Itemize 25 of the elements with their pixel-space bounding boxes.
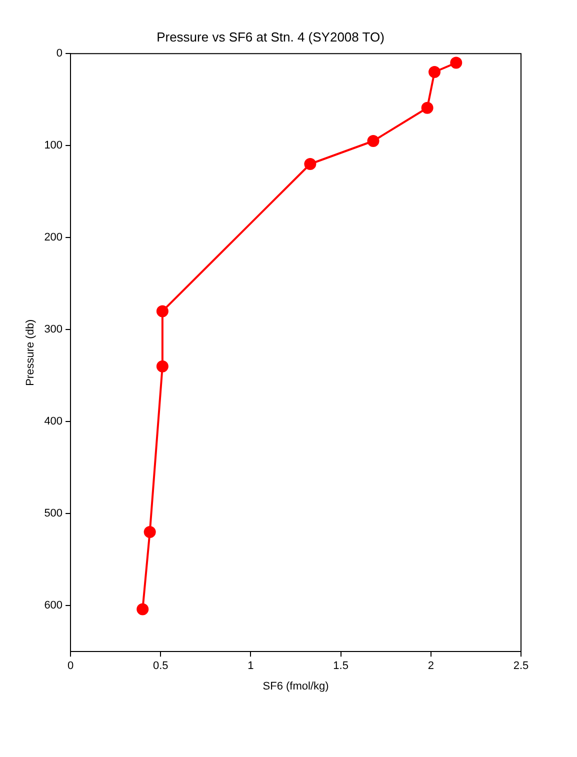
point	[136, 603, 149, 616]
y-tick-label: 0	[56, 48, 63, 60]
point	[156, 305, 168, 318]
y-tick-label: 200	[44, 232, 63, 244]
point	[428, 66, 441, 78]
chart-title: Pressure vs SF6 at Stn. 4 (SY2008 TO)	[156, 29, 384, 44]
x-tick-label: 1.5	[333, 660, 348, 672]
y-axis-title: Pressure (db)	[24, 319, 37, 386]
point	[450, 56, 462, 69]
point	[367, 135, 380, 147]
x-tick-label: 2.5	[513, 660, 529, 672]
point	[144, 526, 156, 538]
y-tick-label: 500	[44, 508, 63, 520]
point	[304, 158, 316, 170]
y-tick-label: 600	[44, 600, 63, 612]
point	[156, 360, 168, 372]
y-tick-label: 400	[44, 416, 63, 428]
x-tick-label: 0.5	[152, 660, 168, 672]
x-tick-label: 2	[428, 660, 434, 672]
x-tick-label: 1	[248, 660, 254, 672]
y-tick-label: 100	[44, 140, 63, 152]
x-axis-title: SF6 (fmol/kg)	[262, 680, 329, 692]
x-tick-label: 0	[67, 660, 74, 672]
y-tick-label: 300	[44, 324, 63, 336]
point	[421, 102, 434, 114]
